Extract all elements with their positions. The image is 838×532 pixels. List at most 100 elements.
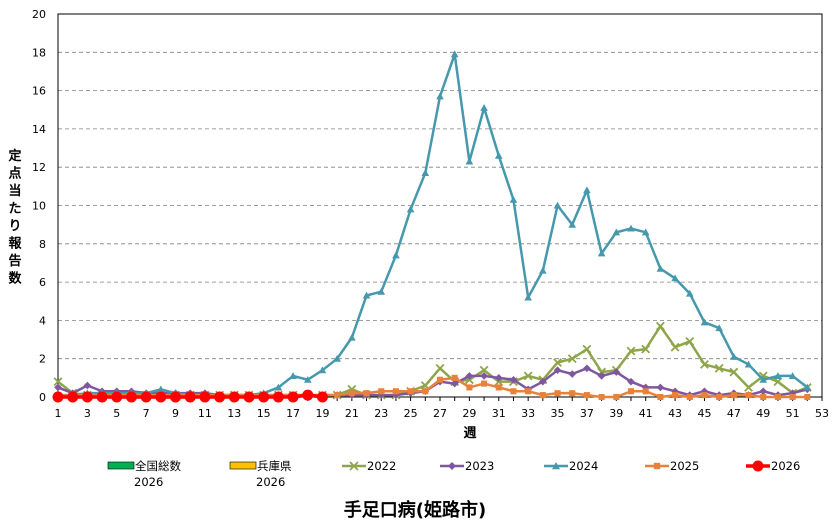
x-tick-label: 27 bbox=[433, 407, 447, 420]
data-point bbox=[272, 391, 284, 403]
y-tick-label: 6 bbox=[39, 276, 46, 289]
data-point bbox=[730, 392, 737, 399]
legend-label: 2026 bbox=[256, 475, 285, 489]
data-point bbox=[494, 374, 503, 382]
x-tick-label: 13 bbox=[227, 407, 241, 420]
data-point bbox=[199, 391, 211, 403]
data-point bbox=[582, 344, 592, 354]
x-tick-label: 49 bbox=[756, 407, 770, 420]
data-point bbox=[685, 289, 694, 297]
data-point bbox=[554, 390, 561, 397]
data-point bbox=[67, 391, 79, 403]
x-tick-label: 17 bbox=[286, 407, 300, 420]
data-point bbox=[274, 383, 283, 391]
data-point bbox=[788, 372, 797, 379]
data-point bbox=[716, 393, 723, 401]
data-point bbox=[125, 391, 137, 403]
data-point bbox=[670, 342, 680, 352]
data-point bbox=[569, 390, 576, 397]
series-2024 bbox=[54, 50, 812, 399]
data-point bbox=[81, 391, 93, 403]
data-point bbox=[349, 461, 359, 471]
y-tick-label: 16 bbox=[32, 85, 46, 98]
x-tick-label: 25 bbox=[404, 407, 418, 420]
x-axis-ticks: 1 3 5 7 9 11 13 15 17 19 21 23 25 27 29 31 33 35 37 39 41 43 4… bbox=[55, 397, 829, 420]
legend-item: 全国総数 2026 bbox=[107, 459, 181, 489]
data-point bbox=[406, 205, 415, 213]
data-point bbox=[686, 393, 693, 401]
x-tick-label: 35 bbox=[551, 407, 565, 420]
data-point bbox=[583, 392, 590, 399]
x-tick-label: 41 bbox=[639, 407, 653, 420]
legend-label: 2026 bbox=[134, 475, 163, 489]
data-point bbox=[553, 358, 562, 367]
y-tick-label: 0 bbox=[39, 391, 46, 404]
data-point bbox=[613, 393, 620, 401]
data-point bbox=[552, 462, 560, 470]
data-point bbox=[53, 377, 63, 387]
data-point bbox=[466, 384, 473, 391]
gridlines bbox=[58, 51, 822, 360]
data-point bbox=[653, 462, 661, 470]
x-tick-label: 51 bbox=[786, 407, 800, 420]
data-point bbox=[302, 389, 314, 401]
data-point bbox=[759, 375, 768, 383]
data-point bbox=[243, 391, 255, 403]
legend-item: 2026 bbox=[746, 459, 800, 473]
legend-item: 2023 bbox=[440, 459, 494, 473]
x-tick-label: 39 bbox=[609, 407, 623, 420]
series-line bbox=[58, 376, 808, 399]
y-tick-label: 8 bbox=[39, 238, 46, 251]
data-point bbox=[641, 228, 650, 236]
data-point bbox=[510, 388, 517, 395]
x-tick-label: 45 bbox=[697, 407, 711, 420]
data-point bbox=[774, 372, 782, 379]
legend-label: 兵庫県 bbox=[257, 459, 292, 473]
data-point bbox=[465, 157, 474, 165]
data-point bbox=[760, 393, 767, 401]
data-point bbox=[568, 220, 577, 228]
data-point bbox=[448, 462, 456, 470]
data-point bbox=[316, 391, 328, 403]
data-point bbox=[509, 375, 518, 384]
data-point bbox=[655, 321, 665, 331]
y-tick-label: 2 bbox=[39, 353, 46, 366]
data-point bbox=[421, 169, 430, 176]
legend-label: 2022 bbox=[367, 459, 396, 473]
data-point bbox=[450, 379, 459, 388]
data-point bbox=[671, 274, 679, 282]
data-point bbox=[656, 264, 665, 272]
data-point bbox=[523, 371, 533, 381]
legend-label: 2025 bbox=[670, 459, 699, 473]
x-tick-label: 5 bbox=[113, 407, 120, 420]
data-point bbox=[803, 383, 812, 391]
series-2026 bbox=[52, 389, 328, 403]
x-tick-label: 23 bbox=[374, 407, 388, 420]
data-point bbox=[641, 344, 651, 354]
data-point bbox=[627, 377, 635, 386]
x-tick-label: 33 bbox=[521, 407, 535, 420]
x-tick-label: 3 bbox=[84, 407, 91, 420]
data-point bbox=[539, 377, 547, 386]
data-point bbox=[287, 391, 299, 403]
data-point bbox=[744, 360, 753, 368]
data-point bbox=[612, 228, 621, 236]
data-point bbox=[597, 249, 606, 257]
data-point bbox=[436, 92, 444, 100]
data-point bbox=[656, 383, 665, 392]
data-point bbox=[539, 266, 547, 274]
legend-label: 全国総数 bbox=[135, 459, 181, 473]
data-point bbox=[228, 391, 240, 403]
data-point bbox=[111, 391, 123, 403]
data-point bbox=[333, 354, 341, 362]
data-point bbox=[363, 390, 370, 397]
data-point bbox=[700, 387, 709, 396]
data-point bbox=[714, 363, 724, 373]
series-layer bbox=[52, 50, 812, 403]
data-point bbox=[450, 50, 459, 58]
y-axis-title: 定点当たり報告数 bbox=[7, 148, 22, 287]
data-point bbox=[701, 392, 708, 399]
data-point bbox=[479, 365, 489, 375]
data-point bbox=[480, 372, 488, 380]
x-tick-label: 7 bbox=[143, 407, 150, 420]
